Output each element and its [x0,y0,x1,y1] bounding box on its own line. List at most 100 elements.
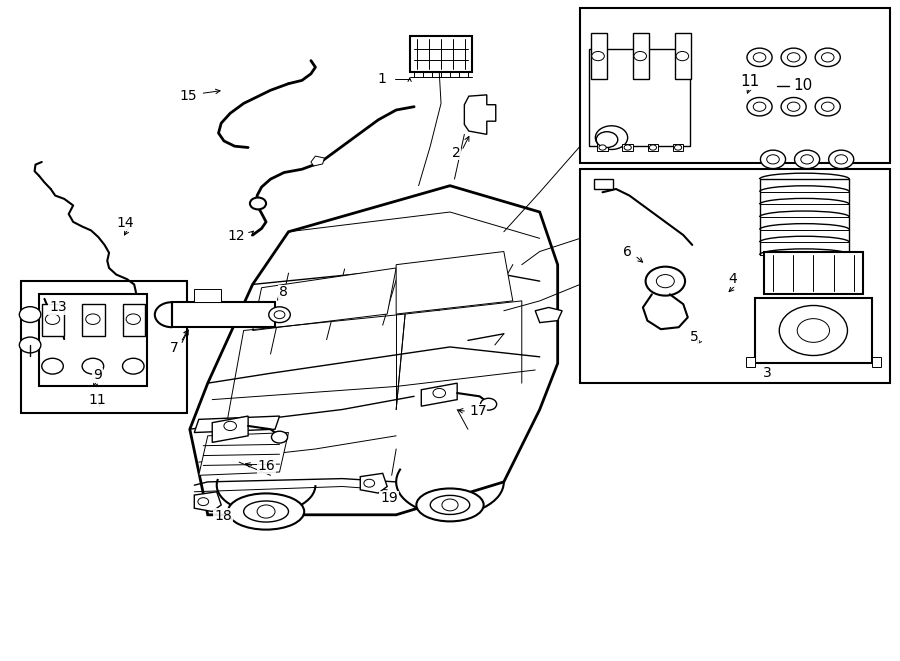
Bar [410,36,472,72]
Circle shape [801,155,814,164]
Circle shape [596,126,627,149]
Polygon shape [194,492,221,512]
Circle shape [274,311,285,319]
Circle shape [250,198,266,210]
Circle shape [19,337,40,353]
Circle shape [747,48,772,67]
Circle shape [598,145,606,150]
Circle shape [45,314,59,325]
Text: 1: 1 [377,72,386,86]
Circle shape [788,102,800,111]
Circle shape [797,319,830,342]
Circle shape [781,97,806,116]
Circle shape [795,150,820,169]
Ellipse shape [417,488,483,522]
Text: 4: 4 [728,272,737,286]
Bar [622,143,633,151]
Circle shape [592,52,604,61]
Polygon shape [464,95,496,134]
Polygon shape [39,294,147,387]
Circle shape [269,307,291,323]
Bar [755,297,872,364]
Polygon shape [536,307,562,323]
Polygon shape [199,432,289,475]
Bar [764,252,863,294]
Bar [672,143,683,151]
Circle shape [645,266,685,295]
Bar [41,303,64,336]
Bar [597,143,608,151]
Circle shape [624,145,631,150]
Text: 11: 11 [740,74,760,89]
Bar [82,303,104,336]
Circle shape [835,155,848,164]
Text: 3: 3 [763,366,772,380]
Circle shape [760,150,786,169]
Text: 5: 5 [689,330,698,344]
Circle shape [674,145,681,150]
Bar [647,143,658,151]
Text: 12: 12 [228,229,246,243]
Circle shape [82,358,104,374]
Circle shape [747,97,772,116]
Circle shape [815,97,841,116]
Bar [591,33,607,79]
Text: 17: 17 [469,405,487,418]
Polygon shape [872,357,881,367]
Text: 2: 2 [452,146,461,160]
Circle shape [364,479,374,487]
Circle shape [433,389,446,398]
Polygon shape [396,252,513,314]
Bar [594,179,613,189]
Circle shape [634,52,646,61]
Text: 14: 14 [116,216,134,230]
Text: 19: 19 [380,491,398,506]
Circle shape [224,421,237,430]
Circle shape [596,132,617,147]
Circle shape [257,505,275,518]
Circle shape [122,358,144,374]
Polygon shape [194,289,221,302]
Text: 10: 10 [793,78,812,93]
Text: 6: 6 [623,245,632,258]
Circle shape [781,48,806,67]
Bar [21,281,187,412]
Bar [122,303,145,336]
Text: 15: 15 [179,89,197,103]
Bar [675,33,691,79]
Text: 18: 18 [214,509,232,523]
Circle shape [815,48,841,67]
Polygon shape [746,357,755,367]
Polygon shape [190,186,558,515]
Polygon shape [194,416,280,432]
Text: 11: 11 [88,393,106,407]
Circle shape [19,307,40,323]
Polygon shape [310,156,324,166]
Circle shape [822,102,834,111]
Circle shape [788,53,800,62]
Bar [172,302,275,327]
Circle shape [126,314,140,325]
Ellipse shape [228,493,304,529]
Bar [633,33,649,79]
Circle shape [272,431,288,443]
Circle shape [198,498,209,506]
Polygon shape [253,268,396,330]
Circle shape [822,53,834,62]
Text: 9: 9 [93,368,102,382]
Text: 7: 7 [170,340,179,354]
Ellipse shape [244,501,289,522]
Circle shape [753,102,766,111]
Circle shape [779,305,848,356]
Circle shape [442,499,458,511]
Polygon shape [360,473,387,493]
Bar [580,8,889,163]
Text: 16: 16 [257,459,274,473]
Circle shape [649,145,656,150]
Polygon shape [212,416,248,442]
Polygon shape [590,49,689,146]
Circle shape [656,274,674,288]
Text: 8: 8 [279,286,288,299]
Circle shape [676,52,688,61]
Circle shape [767,155,779,164]
